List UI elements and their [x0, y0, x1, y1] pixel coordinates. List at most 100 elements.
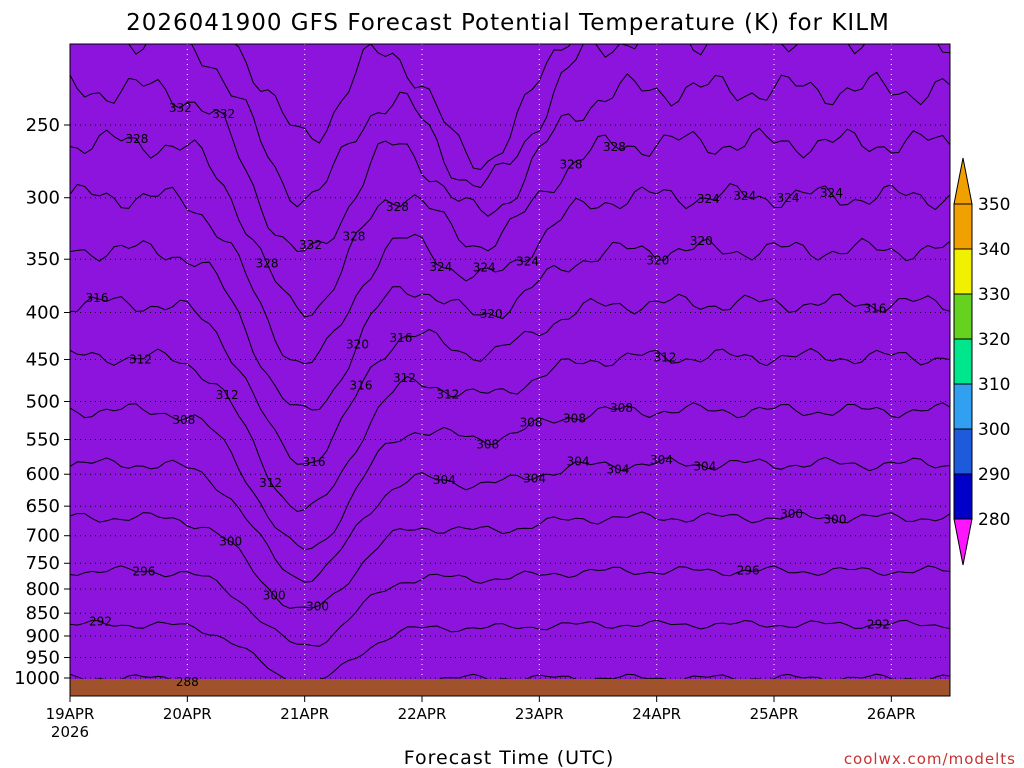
contour-label: 304	[567, 454, 590, 468]
x-tick-label: 19APR	[46, 705, 95, 723]
colorbar-over-arrow	[953, 157, 973, 205]
contour-label: 312	[216, 388, 239, 402]
contour-label: 312	[393, 371, 416, 385]
contour-label: 300	[219, 535, 242, 549]
contour-label: 308	[563, 412, 586, 426]
y-tick-label: 1000	[14, 668, 60, 689]
colorbar-box-320	[953, 293, 973, 340]
x-tick-label: 25APR	[750, 705, 799, 723]
contour-label: 304	[433, 473, 456, 487]
contour-336	[128, 44, 950, 208]
contour-label: 320	[480, 307, 503, 321]
colorbar-label: 290	[978, 465, 1010, 485]
chart-title: 2026041900 GFS Forecast Potential Temper…	[126, 10, 890, 36]
y-tick-label: 900	[26, 626, 60, 647]
contour-label: 320	[346, 337, 369, 351]
y-tick-label: 250	[26, 115, 60, 136]
contour-label: 304	[606, 463, 629, 477]
contour-label: 316	[389, 331, 412, 345]
contour-label: 304	[650, 453, 673, 467]
colorbar-label: 310	[978, 375, 1010, 395]
contour-label: 300	[263, 588, 286, 602]
y-axis: 2503003504004505005506006507007508008509…	[14, 115, 70, 689]
contour-label: 328	[256, 256, 279, 270]
y-tick-label: 350	[26, 249, 60, 270]
colorbar-under-arrow	[953, 518, 973, 566]
contour-308	[70, 402, 950, 551]
ground-strip	[70, 679, 950, 696]
contour-324	[70, 183, 950, 365]
contour-label: 312	[653, 351, 676, 365]
contour-292	[70, 619, 950, 685]
colorbar-box-310	[953, 338, 973, 385]
y-tick-label: 650	[26, 496, 60, 517]
colorbar-label: 330	[978, 285, 1010, 305]
contour-label: 324	[777, 191, 800, 205]
x-axis-title: Forecast Time (UTC)	[404, 747, 614, 768]
contour-label: 332	[299, 238, 322, 252]
x-tick-label: 21APR	[280, 705, 329, 723]
contour-label: 300	[306, 600, 329, 614]
x-tick-label: 26APR	[867, 705, 916, 723]
contour-label: 304	[693, 460, 716, 474]
contour-label: 332	[169, 101, 192, 115]
y-tick-label: 800	[26, 579, 60, 600]
contour-312	[70, 347, 950, 513]
contour-label: 308	[476, 438, 499, 452]
contour-label: 332	[212, 107, 235, 121]
colorbar-box-300	[953, 383, 973, 430]
contour-label: 296	[132, 565, 155, 579]
contour-label: 324	[733, 189, 756, 203]
contour-label: 292	[867, 618, 890, 632]
contour-label: 340	[82, 29, 105, 43]
colorbar-label: 350	[978, 195, 1010, 215]
contour-320	[70, 237, 950, 411]
contour-label: 304	[523, 472, 546, 486]
y-tick-label: 500	[26, 392, 60, 413]
plot-frame	[69, 43, 951, 697]
contour-300	[70, 511, 950, 609]
y-tick-label: 700	[26, 526, 60, 547]
x-year-label: 2026	[51, 723, 89, 741]
contour-label: 320	[646, 254, 669, 268]
y-tick-label: 950	[26, 648, 60, 669]
y-tick-label: 400	[26, 303, 60, 324]
contour-label: 328	[603, 140, 626, 154]
contour-316	[70, 293, 950, 465]
contour-label: 320	[690, 234, 713, 248]
contour-label: 312	[129, 352, 152, 366]
colorbar-box-340	[953, 203, 973, 250]
x-tick-label: 23APR	[515, 705, 564, 723]
colorbar-box-290	[953, 428, 973, 475]
contour-label: 296	[737, 564, 760, 578]
contour-label: 316	[863, 302, 886, 316]
contour-label: 308	[520, 416, 543, 430]
x-tick-label: 20APR	[163, 705, 212, 723]
y-tick-label: 600	[26, 464, 60, 485]
contour-296	[70, 565, 950, 647]
contour-328	[70, 127, 950, 318]
y-tick-label: 450	[26, 350, 60, 371]
contour-label: 288	[176, 675, 199, 689]
y-tick-label: 850	[26, 603, 60, 624]
colorbar-label: 280	[978, 510, 1010, 530]
credit-text: coolwx.com/modelts	[844, 750, 1016, 768]
contour-label: 328	[386, 200, 409, 214]
y-tick-label: 750	[26, 553, 60, 574]
contour-label: 324	[429, 260, 452, 274]
contour-label: 328	[125, 132, 148, 146]
contour-label: 316	[350, 379, 373, 393]
contour-label: 324	[820, 186, 843, 200]
contour-332	[70, 71, 950, 253]
colorbar-box-280	[953, 473, 973, 520]
x-tick-label: 24APR	[632, 705, 681, 723]
theta-band-280	[70, 44, 950, 684]
contour-label: 308	[172, 413, 195, 427]
colorbar-label: 300	[978, 420, 1010, 440]
x-axis: 19APR 20APR 21APR 22APR 23APR 24APR 25APR 26APR…	[46, 696, 916, 741]
contour-label: 312	[436, 388, 459, 402]
contour-label: 324	[697, 192, 720, 206]
contour-label: 300	[780, 507, 803, 521]
contour-label: 328	[560, 157, 583, 171]
